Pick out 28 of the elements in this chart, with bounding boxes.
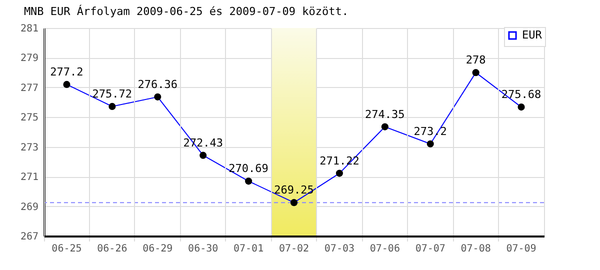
x-tick-label: 07-06 — [370, 244, 400, 254]
y-tick-label: 267 — [20, 232, 38, 242]
data-label: 276.36 — [138, 78, 178, 91]
x-tick-label: 07-09 — [506, 244, 536, 254]
y-tick-label: 277 — [20, 82, 38, 94]
data-label: 269.25 — [274, 184, 314, 197]
x-tick-label: 07-07 — [415, 244, 446, 254]
legend-label: EUR — [522, 28, 542, 42]
x-tick-label: 07-03 — [324, 244, 355, 254]
data-label: 270.69 — [228, 162, 268, 176]
x-tick-label: 06-25 — [52, 244, 82, 254]
x-tick-label: 07-02 — [278, 244, 310, 254]
y-tick-label: 273 — [20, 142, 38, 154]
data-label: 275.72 — [92, 87, 132, 100]
data-label: 274.35 — [365, 108, 405, 121]
y-tick-label: 281 — [20, 24, 38, 34]
data-label: 278 — [466, 54, 486, 67]
x-tick-label: 06-26 — [97, 244, 128, 254]
y-tick-label: 275 — [20, 112, 38, 124]
y-tick-label: 271 — [20, 172, 38, 184]
x-tick-label: 06-29 — [142, 244, 173, 254]
x-tick-label: 07-08 — [460, 244, 491, 254]
y-tick-label: 279 — [20, 53, 38, 64]
y-tick-label: 269 — [20, 202, 38, 213]
x-tick-label: 07-01 — [233, 244, 264, 254]
data-label: 277.2 — [50, 65, 84, 78]
chart-title: MNB EUR Árfolyam 2009-06-25 és 2009-07-09 között. — [24, 4, 348, 18]
x-tick-label: 06-30 — [188, 244, 218, 254]
